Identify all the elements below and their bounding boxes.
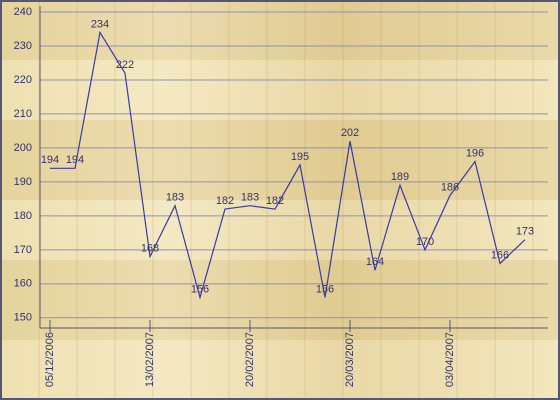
- data-label: 189: [391, 171, 409, 183]
- data-label: 170: [416, 236, 434, 248]
- data-label: 202: [341, 127, 359, 139]
- y-tick-label: 200: [14, 142, 32, 154]
- y-tick-label: 150: [14, 312, 32, 324]
- data-label: 182: [216, 195, 234, 207]
- y-tick-label: 190: [14, 176, 32, 188]
- y-tick-label: 170: [14, 244, 32, 256]
- x-tick-label: 20/03/2007: [344, 332, 356, 387]
- x-tick-label: 03/04/2007: [444, 332, 456, 387]
- data-label: 183: [166, 192, 184, 204]
- data-label: 166: [491, 249, 509, 261]
- data-label: 156: [191, 283, 209, 295]
- data-label: 182: [266, 195, 284, 207]
- data-label: 156: [316, 283, 334, 295]
- data-label: 183: [241, 192, 259, 204]
- y-tick-label: 160: [14, 278, 32, 290]
- data-label: 186: [441, 181, 459, 193]
- data-label: 234: [91, 18, 109, 30]
- data-label: 168: [141, 243, 159, 255]
- data-label: 194: [41, 154, 59, 166]
- y-tick-label: 230: [14, 40, 32, 52]
- y-tick-label: 180: [14, 210, 32, 222]
- y-tick-label: 210: [14, 108, 32, 120]
- y-tick-label: 240: [14, 6, 32, 18]
- data-label: 164: [366, 256, 384, 268]
- x-tick-label: 20/02/2007: [244, 332, 256, 387]
- data-label: 173: [516, 226, 534, 238]
- data-label: 194: [66, 154, 84, 166]
- data-label: 222: [116, 59, 134, 71]
- x-tick-label: 05/12/2006: [44, 332, 56, 387]
- x-tick-label: 13/02/2007: [144, 332, 156, 387]
- line: [50, 30, 526, 300]
- data-label: 195: [291, 151, 309, 163]
- data-label: 196: [466, 147, 484, 159]
- y-tick-label: 220: [14, 74, 32, 86]
